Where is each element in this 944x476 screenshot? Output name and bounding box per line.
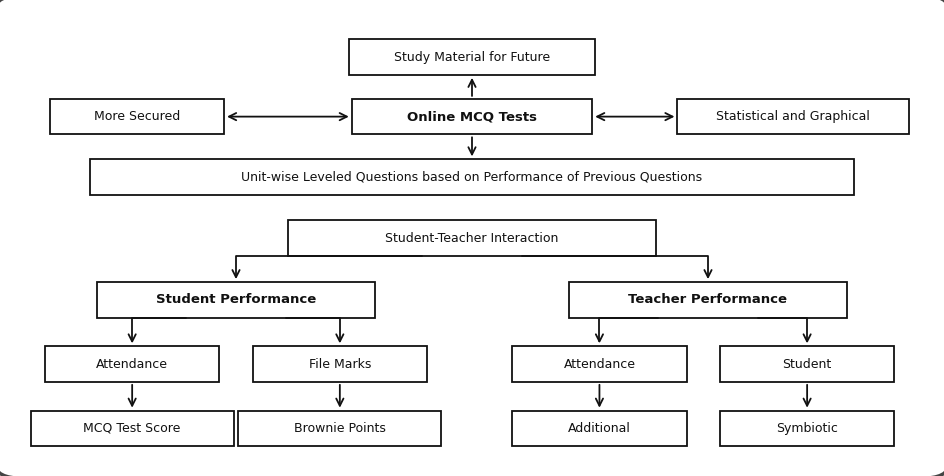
Text: File Marks: File Marks xyxy=(309,357,371,371)
Text: Student Performance: Student Performance xyxy=(156,293,316,307)
Text: Attendance: Attendance xyxy=(564,357,635,371)
FancyBboxPatch shape xyxy=(288,220,656,256)
FancyBboxPatch shape xyxy=(45,347,219,382)
FancyBboxPatch shape xyxy=(49,99,225,134)
Text: Online MCQ Tests: Online MCQ Tests xyxy=(407,110,537,123)
Text: Unit-wise Leveled Questions based on Performance of Previous Questions: Unit-wise Leveled Questions based on Per… xyxy=(242,170,702,184)
FancyBboxPatch shape xyxy=(31,410,234,446)
Text: Student: Student xyxy=(783,357,832,371)
Text: Additional: Additional xyxy=(568,422,631,435)
FancyBboxPatch shape xyxy=(512,410,687,446)
Text: Study Material for Future: Study Material for Future xyxy=(394,50,550,64)
FancyBboxPatch shape xyxy=(349,40,595,75)
FancyBboxPatch shape xyxy=(678,99,908,134)
Text: More Secured: More Secured xyxy=(93,110,180,123)
FancyBboxPatch shape xyxy=(719,410,895,446)
Text: Statistical and Graphical: Statistical and Graphical xyxy=(716,110,870,123)
FancyBboxPatch shape xyxy=(252,347,427,382)
Text: MCQ Test Score: MCQ Test Score xyxy=(83,422,181,435)
Text: Attendance: Attendance xyxy=(96,357,168,371)
FancyBboxPatch shape xyxy=(351,99,593,134)
Text: Brownie Points: Brownie Points xyxy=(294,422,386,435)
FancyBboxPatch shape xyxy=(97,282,375,318)
Text: Teacher Performance: Teacher Performance xyxy=(629,293,787,307)
Text: Symbiotic: Symbiotic xyxy=(776,422,838,435)
FancyBboxPatch shape xyxy=(719,347,895,382)
FancyBboxPatch shape xyxy=(90,159,854,195)
FancyBboxPatch shape xyxy=(238,410,442,446)
FancyBboxPatch shape xyxy=(568,282,848,318)
FancyBboxPatch shape xyxy=(512,347,687,382)
Text: Student-Teacher Interaction: Student-Teacher Interaction xyxy=(385,231,559,245)
